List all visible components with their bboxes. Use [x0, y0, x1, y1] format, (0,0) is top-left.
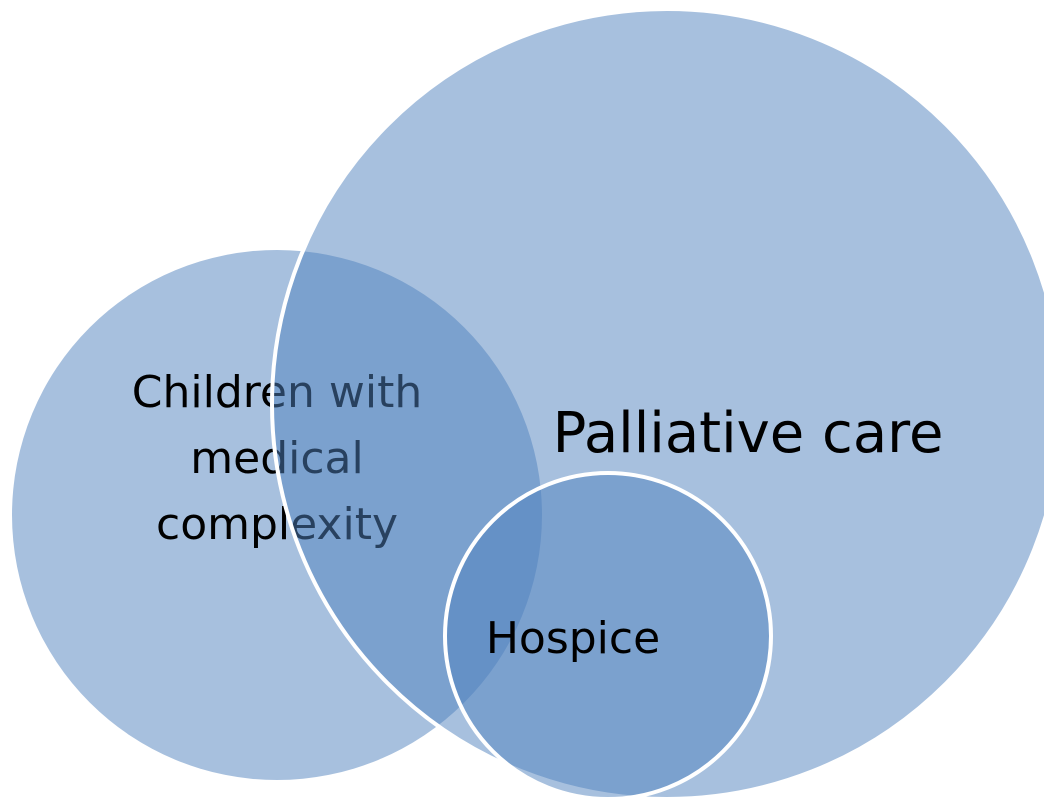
hospice-label: Hospice [486, 613, 660, 664]
hospice-circle [443, 471, 773, 801]
palliative-label: Palliative care [553, 401, 944, 466]
